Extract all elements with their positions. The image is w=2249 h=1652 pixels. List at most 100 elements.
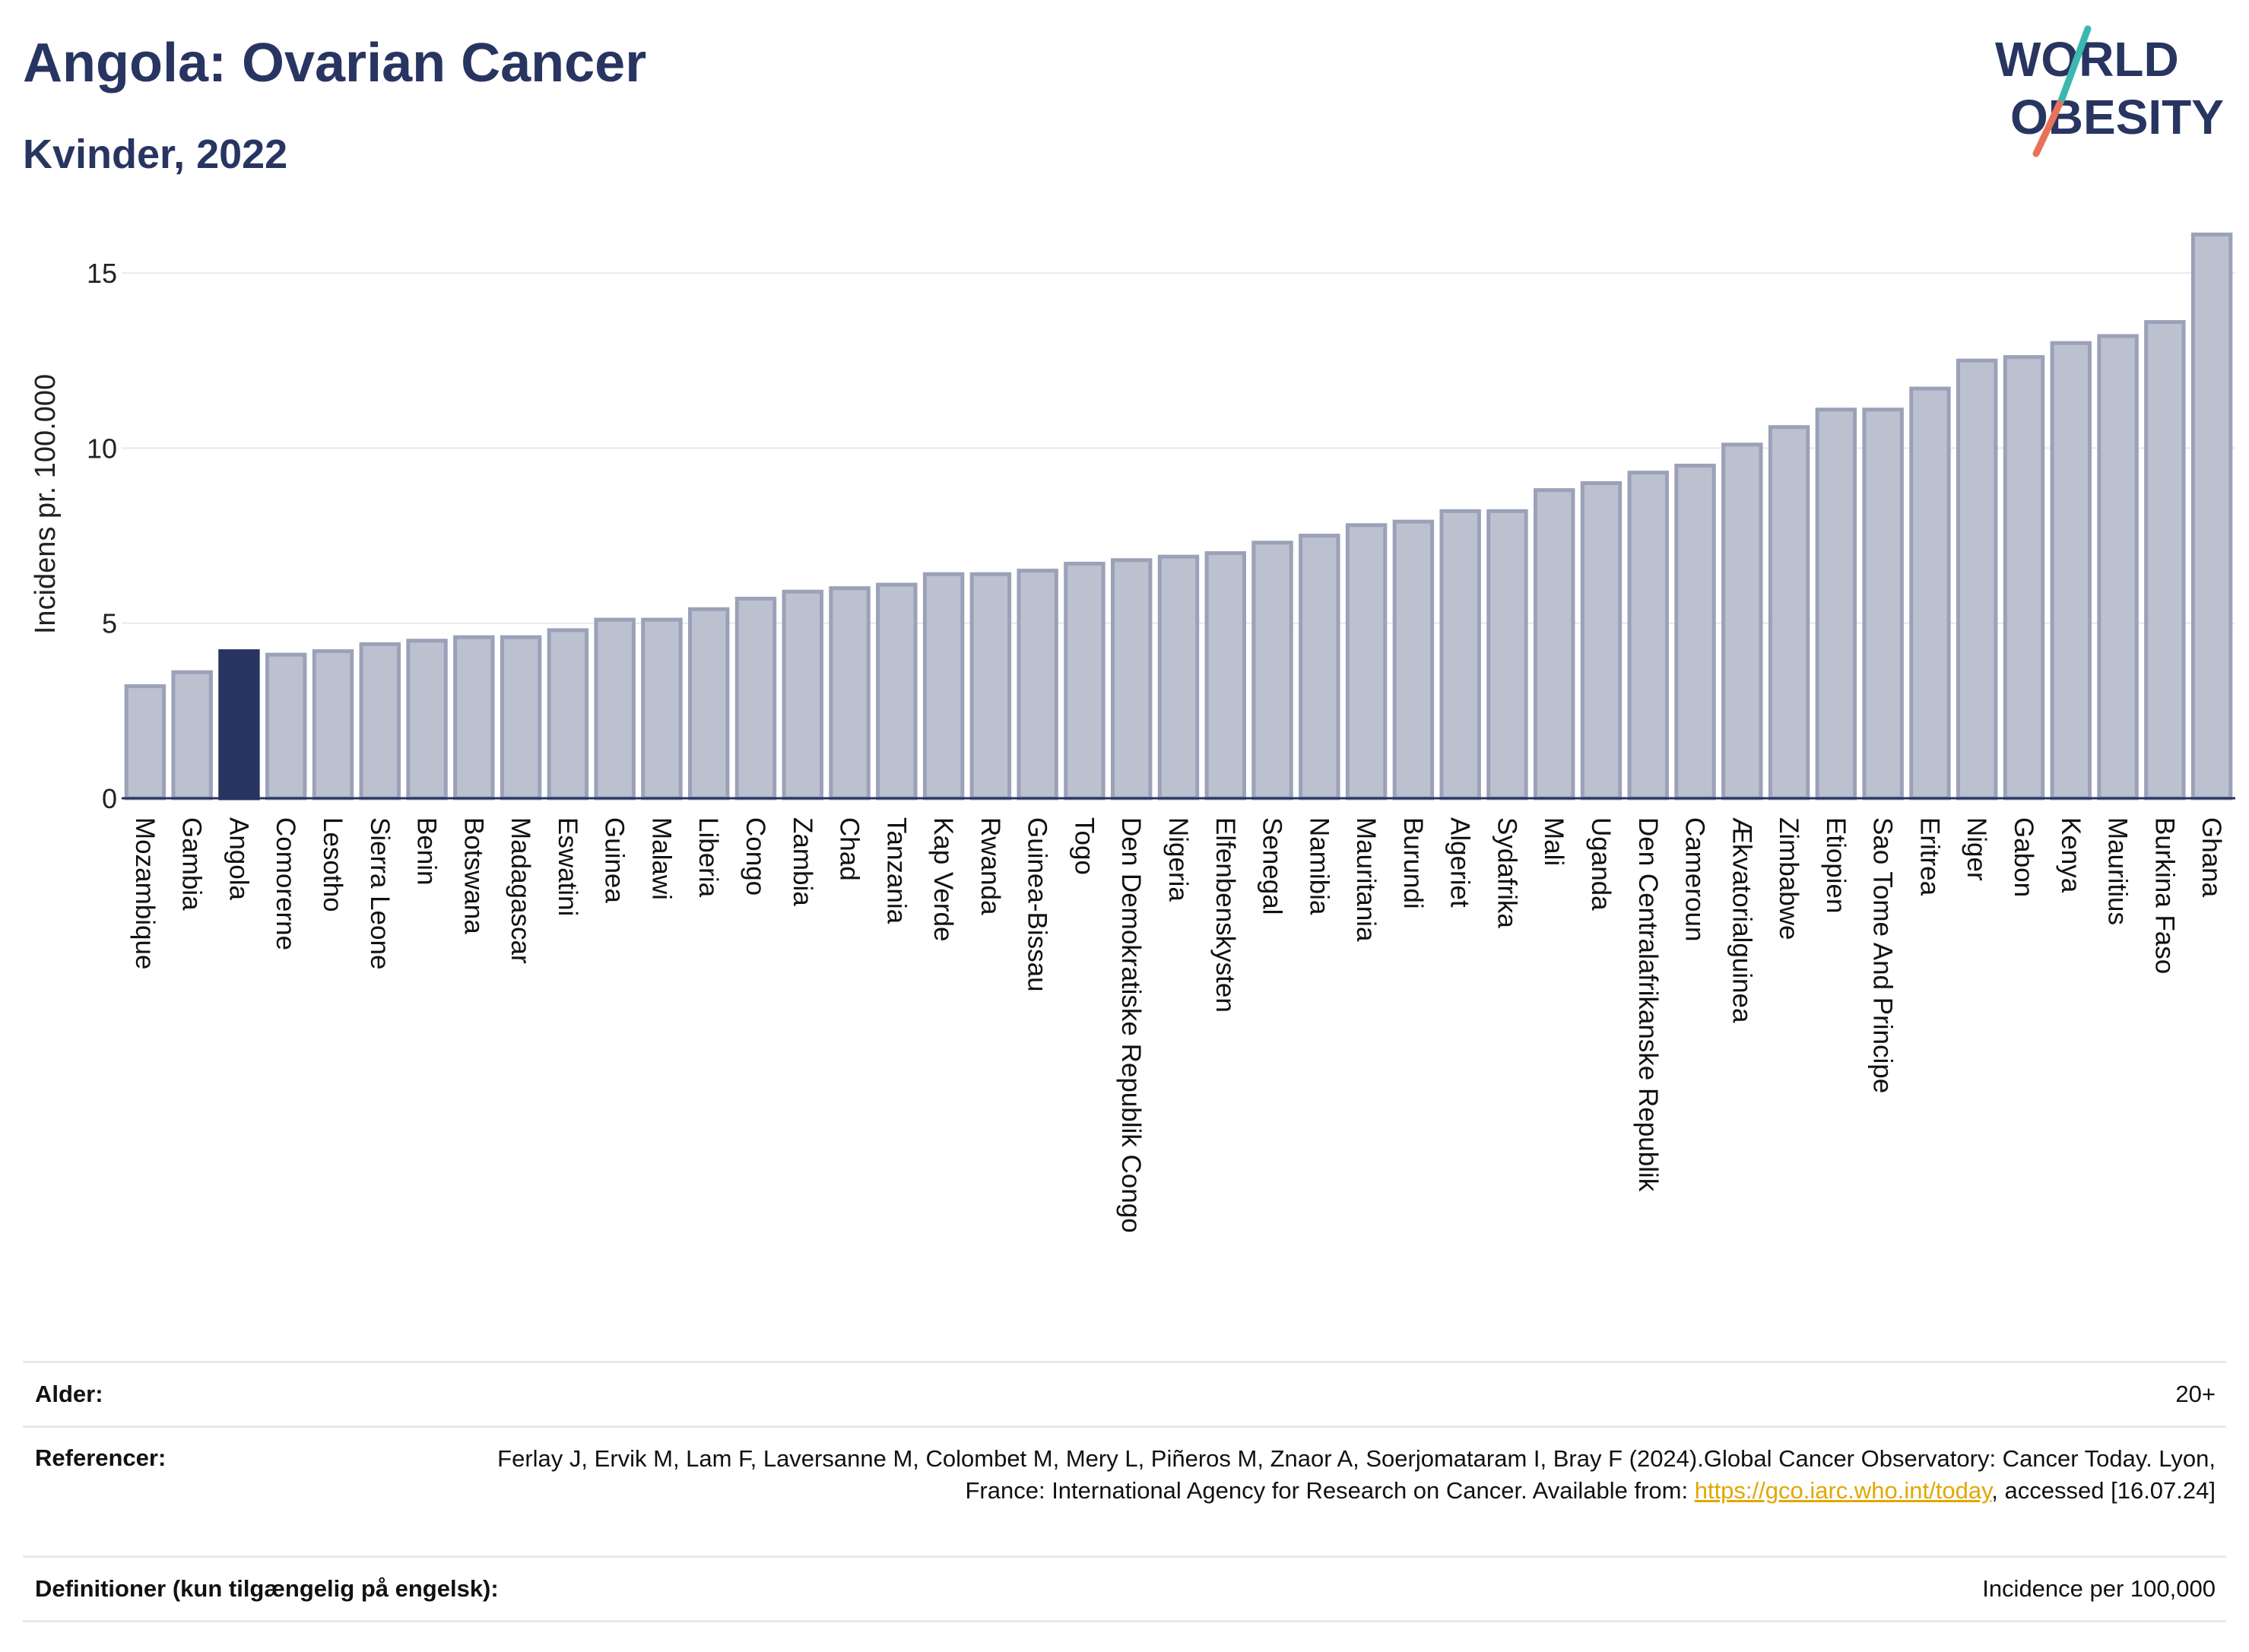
references-value: Ferlay J, Ervik M, Lam F, Laversanne M, … [497, 1428, 2226, 1507]
x-tick-label: Madagascar [506, 817, 535, 964]
x-tick-label: Mozambique [130, 817, 160, 969]
x-tick-label: Mauritius [2103, 817, 2133, 925]
x-tick-label: Congo [741, 817, 770, 896]
bar [1721, 442, 1763, 801]
x-tick-label: Comorerne [271, 817, 300, 950]
reference-text: Ferlay J, Ervik M, Lam F, Laversanne M, … [497, 1445, 2216, 1504]
x-tick-label: Elfenbenskysten [1210, 817, 1240, 1013]
bar [453, 635, 495, 801]
x-tick-label: Zambia [788, 817, 817, 906]
x-tick-label: Sierra Leone [365, 817, 395, 969]
x-tick-label: Sao Tome And Principe [1868, 817, 1898, 1093]
bar [688, 607, 730, 801]
bar [1486, 509, 1528, 801]
bar [171, 670, 213, 801]
x-tick-label: Burundi [1398, 817, 1428, 909]
bar [1768, 425, 1810, 801]
bar [1157, 554, 1200, 801]
x-tick-label: Malawi [646, 817, 676, 900]
x-tick-label: Tanzania [881, 817, 911, 924]
footer-row-definitions: Definitioner (kun tilgængelig på engelsk… [23, 1555, 2226, 1622]
footer-table: Alder: 20+ Referencer: Ferlay J, Ervik M… [23, 1361, 2226, 1622]
x-tick-label: Mali [1539, 817, 1569, 866]
footer-row-references: Referencer: Ferlay J, Ervik M, Lam F, La… [23, 1425, 2226, 1555]
bar [500, 635, 542, 801]
definitions-value: Incidence per 100,000 [1982, 1575, 2216, 1602]
x-tick-label: Angola [224, 817, 253, 901]
age-label: Alder: [35, 1381, 103, 1407]
bar [1956, 358, 1998, 801]
bar [1299, 534, 1340, 801]
x-tick-label: Nigeria [1163, 817, 1193, 902]
logo-slash-lower [2032, 95, 2066, 157]
x-tick-label: Eswatini [553, 817, 582, 916]
bar [782, 589, 823, 801]
bar [2144, 320, 2186, 801]
age-value: 20+ [2175, 1381, 2216, 1407]
footer-row-age: Alder: 20+ [23, 1361, 2226, 1425]
x-tick-label: Botswana [458, 817, 488, 934]
bar-layer [124, 232, 2233, 801]
definitions-label: Definitioner (kun tilgængelig på engelsk… [35, 1575, 499, 1602]
x-tick-label: Cameroun [1680, 817, 1710, 941]
x-tick-label: Kenya [2056, 817, 2086, 893]
x-tick-label: Kap Verde [928, 817, 958, 941]
bar [1111, 558, 1153, 801]
bar [1909, 386, 1951, 801]
bar [641, 617, 683, 801]
bar [265, 652, 307, 801]
bar [2050, 341, 2092, 801]
bar [1017, 569, 1058, 801]
x-tick-label: Namibia [1304, 817, 1334, 915]
x-tick-label: Den Demokratiske Republik Congo [1116, 817, 1146, 1233]
bar [969, 572, 1012, 801]
bar [734, 596, 777, 801]
x-tick-label: Gabon [2009, 817, 2038, 897]
y-tick-label: 5 [102, 608, 117, 639]
bar [1251, 541, 1293, 801]
x-tick-label: Etiopien [1821, 817, 1851, 913]
x-tick-label: Den Centralafrikanske Republik [1633, 817, 1663, 1192]
logo-slash-upper [2058, 25, 2092, 103]
bar [1064, 561, 1105, 801]
bar [1345, 523, 1388, 801]
x-tick-label: Chad [835, 817, 864, 881]
x-tick-label: Guinea [600, 817, 630, 903]
x-tick-label: Togo [1069, 817, 1099, 875]
x-tick-label: Benin [412, 817, 442, 886]
bar [829, 586, 871, 801]
x-tick-label: Ghana [2197, 817, 2226, 898]
reference-accessed: , accessed [16.07.24] [1991, 1477, 2216, 1504]
references-label: Referencer: [35, 1444, 167, 1471]
x-tick-label: Eritrea [1914, 817, 1944, 896]
bar [124, 684, 167, 801]
x-tick-label: Sydafrika [1492, 817, 1521, 928]
bar [2003, 355, 2045, 801]
bar [922, 572, 965, 801]
x-tick-label: Niger [1962, 817, 1991, 881]
bar [1580, 480, 1623, 801]
y-axis-label: Incidens pr. 100.000 [30, 374, 62, 634]
y-tick-label: 10 [87, 433, 117, 464]
x-tick-label: Algeriet [1445, 817, 1475, 908]
bar [2097, 334, 2139, 801]
page-title: Angola: Ovarian Cancer [23, 33, 647, 94]
y-tick-label: 15 [87, 258, 117, 289]
x-tick-label: Lesotho [318, 817, 347, 912]
bar [547, 628, 589, 801]
bar [2190, 232, 2233, 801]
x-tick-label: Rwanda [975, 817, 1005, 915]
bar [1439, 509, 1481, 801]
bar [1392, 519, 1435, 801]
x-tick-label: Burkina Faso [2149, 817, 2179, 974]
bar [876, 582, 918, 801]
bar [406, 639, 448, 801]
x-tick-label: Guinea-Bissau [1023, 817, 1052, 992]
axis-layer: 0 5 10 15 Mozambique Gambia Angola Comorerne Les… [87, 258, 2235, 1233]
bar-chart: 0 5 10 15 Mozambique Gambia Angola Comorerne Les… [30, 232, 2235, 1233]
reference-link[interactable]: https://gco.iarc.who.int/today [1694, 1477, 1992, 1504]
x-tick-label: Zimbabwe [1774, 817, 1803, 940]
bar [1534, 488, 1575, 801]
y-tick-label: 0 [102, 783, 117, 814]
page-subtitle: Kvinder, 2022 [23, 132, 288, 177]
